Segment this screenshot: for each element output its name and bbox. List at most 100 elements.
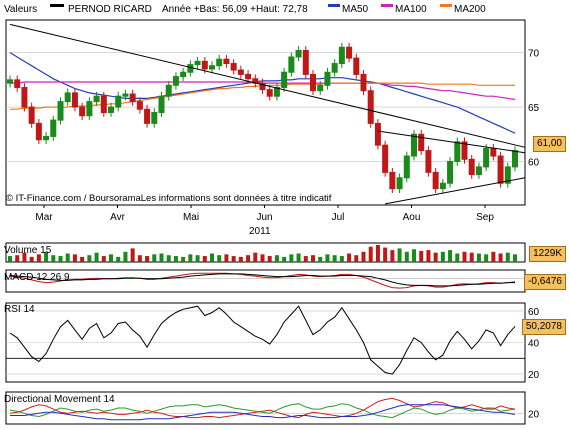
volume-bar	[484, 254, 489, 262]
candle-body	[93, 95, 100, 103]
candle-body	[396, 177, 403, 190]
candle-body	[165, 84, 172, 97]
candle-body	[194, 60, 201, 66]
candle-body	[180, 71, 187, 78]
candle-body	[281, 71, 288, 88]
candle-body	[79, 106, 86, 117]
month-label: Mai	[183, 212, 199, 223]
volume-bar	[491, 251, 496, 262]
dmi-tick-label: 20	[528, 409, 540, 420]
dmi-title: Directional Movement 14	[4, 394, 115, 405]
chart-header: Valeurs PERNOD RICARD Année +Bas: 56,09 …	[0, 0, 570, 20]
candle-body	[418, 133, 425, 152]
candle-body	[504, 166, 511, 184]
dmi-di-line	[9, 403, 516, 419]
volume-bar	[303, 256, 308, 262]
volume-bar	[224, 254, 229, 262]
volume-bar	[123, 251, 128, 262]
candle-body	[447, 160, 454, 184]
price-tick-label: 70	[528, 49, 540, 60]
candle-body	[331, 63, 338, 73]
rsi-tick-label: 60	[528, 307, 540, 318]
candle-body	[43, 135, 50, 141]
candle-body	[273, 86, 280, 97]
volume-bar	[289, 254, 294, 262]
volume-bar	[109, 254, 113, 262]
candle-body	[259, 82, 266, 91]
volume-bar	[159, 253, 164, 262]
price-last-value: 61,00	[532, 136, 566, 152]
volume-bar	[130, 248, 135, 262]
macd-last-value: -0,6476	[524, 274, 566, 290]
volume-bar	[426, 250, 431, 262]
candle-body	[295, 49, 302, 58]
month-label: Sep	[476, 212, 494, 223]
volume-bar	[51, 255, 56, 262]
candle-body	[310, 73, 316, 92]
volume-bar	[65, 253, 70, 262]
candle-body	[172, 76, 179, 86]
candle-body	[201, 60, 208, 70]
volume-bar	[462, 251, 467, 262]
candle-body	[187, 64, 194, 73]
candle-body	[490, 147, 497, 157]
volume-bar	[361, 251, 366, 262]
candle-body	[360, 73, 367, 92]
candle-body	[144, 108, 151, 124]
stock-name: PERNOD RICARD	[68, 4, 152, 15]
volume-bar	[505, 252, 510, 262]
volume-bar	[282, 256, 287, 262]
volume-bar	[260, 254, 265, 262]
candle-body	[158, 95, 165, 113]
volume-bar	[440, 251, 445, 262]
rsi-tick-label: 20	[528, 370, 540, 381]
mid-trendline	[377, 130, 526, 154]
candle-body	[367, 90, 374, 124]
month-label: Jun	[256, 212, 272, 223]
candle-body	[475, 166, 482, 176]
volume-bar	[383, 247, 388, 262]
candle-body	[454, 141, 461, 162]
volume-bar	[238, 256, 243, 262]
macd-panel-frame	[5, 269, 526, 293]
volume-bar	[274, 255, 279, 262]
macd-line	[9, 272, 516, 289]
volume-bar	[80, 256, 85, 262]
dmi-adx-line	[10, 404, 516, 421]
volume-title: Volume 15	[4, 245, 52, 256]
candle-body	[245, 73, 252, 80]
candle-body	[237, 69, 244, 75]
ma100-legend-swatch	[381, 4, 393, 7]
candle-body	[411, 133, 417, 157]
candle-body	[129, 93, 136, 103]
candle-body	[21, 86, 28, 108]
volume-bar	[173, 256, 178, 262]
candle-body	[86, 101, 93, 117]
volume-bar	[419, 250, 424, 262]
volume-bar	[448, 250, 453, 262]
volume-bar	[44, 251, 49, 262]
volume-bar	[347, 253, 352, 262]
candle-body	[346, 46, 353, 59]
volume-bar	[36, 254, 41, 262]
volume-bar	[231, 256, 236, 262]
candle-body	[28, 106, 35, 124]
candle-body	[338, 46, 345, 65]
volume-bar	[195, 255, 200, 262]
candle-body	[108, 106, 114, 113]
volume-bar	[87, 255, 92, 262]
price-tick-label: 60	[528, 157, 540, 168]
volume-bar	[368, 246, 373, 262]
candle-body	[136, 101, 143, 110]
candle-body	[389, 171, 396, 190]
month-label: Aou	[403, 212, 421, 223]
candle-body	[425, 150, 432, 173]
header-label: Valeurs	[4, 4, 38, 15]
candle-body	[317, 84, 324, 92]
volume-bar	[375, 245, 380, 262]
rsi-tick-label: 40	[528, 339, 540, 350]
volume-bar	[152, 254, 157, 262]
candle-body	[115, 95, 122, 108]
volume-bar	[339, 256, 344, 262]
